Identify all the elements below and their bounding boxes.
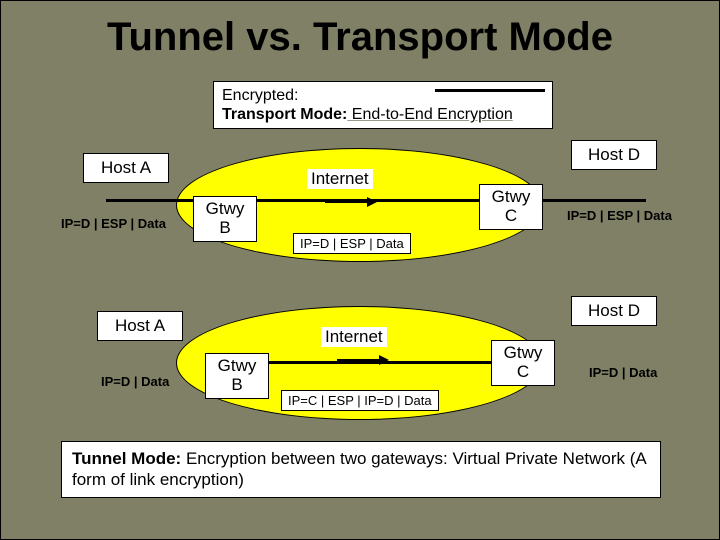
- tunnel-caption-box: Tunnel Mode: Encryption between two gate…: [61, 441, 661, 498]
- legend-transport-rest: End-to-End Encryption: [347, 106, 512, 123]
- arrow-tunnel: [337, 353, 391, 367]
- slide: Tunnel vs. Transport Mode Encrypted: Tra…: [0, 0, 720, 540]
- legend-transport-line: Transport Mode: End-to-End Encryption: [222, 105, 544, 124]
- page-title: Tunnel vs. Transport Mode: [1, 15, 719, 60]
- packet-transport-right: IP=D | ESP | Data: [567, 208, 672, 223]
- packet-tunnel-mid: IP=C | ESP | IP=D | Data: [281, 390, 439, 411]
- host-d-transport: Host D: [571, 140, 657, 170]
- packet-transport-mid: IP=D | ESP | Data: [293, 233, 411, 254]
- legend-transport-bold: Transport Mode:: [222, 106, 347, 123]
- packet-transport-left: IP=D | ESP | Data: [61, 216, 166, 231]
- tunnel-caption-lead: Tunnel Mode:: [72, 449, 181, 468]
- packet-tunnel-left: IP=D | Data: [101, 374, 169, 389]
- gateway-b-transport-label: Gtwy B: [206, 200, 245, 237]
- host-d-tunnel: Host D: [571, 296, 657, 326]
- arrow-transport: [325, 195, 379, 209]
- gateway-b-tunnel: Gtwy B: [205, 353, 269, 399]
- gateway-c-transport: Gtwy C: [479, 184, 543, 230]
- host-a-transport: Host A: [83, 153, 169, 183]
- gateway-b-transport: Gtwy B: [193, 196, 257, 242]
- gateway-c-transport-label: Gtwy C: [492, 188, 531, 225]
- packet-tunnel-right: IP=D | Data: [589, 365, 657, 380]
- gateway-c-tunnel-label: Gtwy C: [504, 344, 543, 381]
- gateway-c-tunnel: Gtwy C: [491, 340, 555, 386]
- internet-label-transport: Internet: [307, 169, 373, 189]
- internet-label-tunnel: Internet: [321, 327, 387, 347]
- gateway-b-tunnel-label: Gtwy B: [218, 357, 257, 394]
- host-a-tunnel: Host A: [97, 311, 183, 341]
- legend-encrypted-line: [435, 89, 545, 92]
